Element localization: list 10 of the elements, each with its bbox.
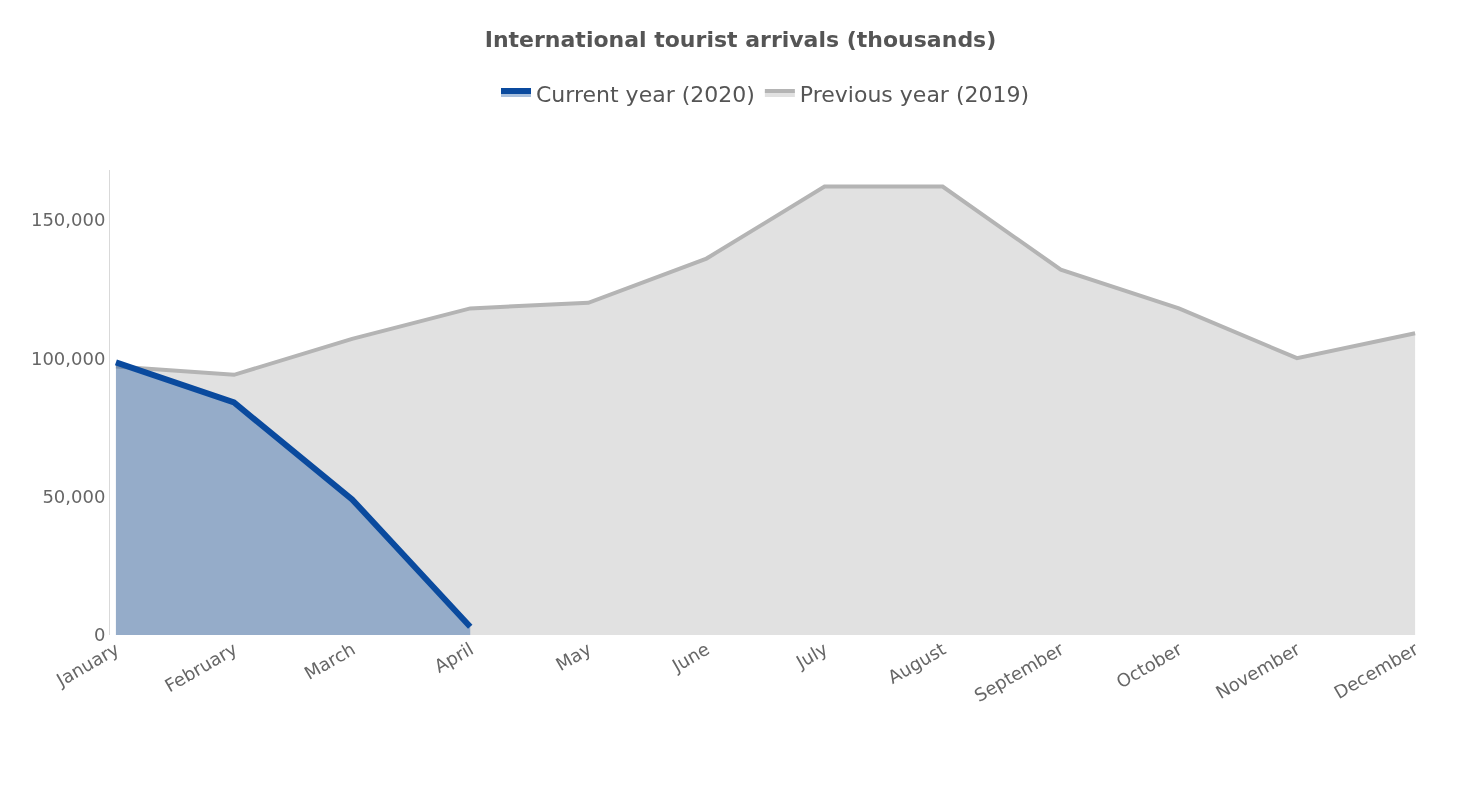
y-tick-label: 0: [93, 624, 106, 646]
y-tick-label: 50,000: [42, 485, 106, 507]
y-tick-label: 150,000: [30, 209, 106, 231]
legend-label: Current year (2020): [536, 81, 755, 107]
x-tick-label: June: [667, 638, 713, 677]
chart-title: International tourist arrivals (thousands): [484, 26, 997, 52]
x-tick-label: May: [552, 637, 596, 675]
x-tick-label: July: [791, 637, 832, 673]
legend-label: Previous year (2019): [799, 81, 1030, 107]
y-tick-label: 100,000: [30, 347, 106, 369]
